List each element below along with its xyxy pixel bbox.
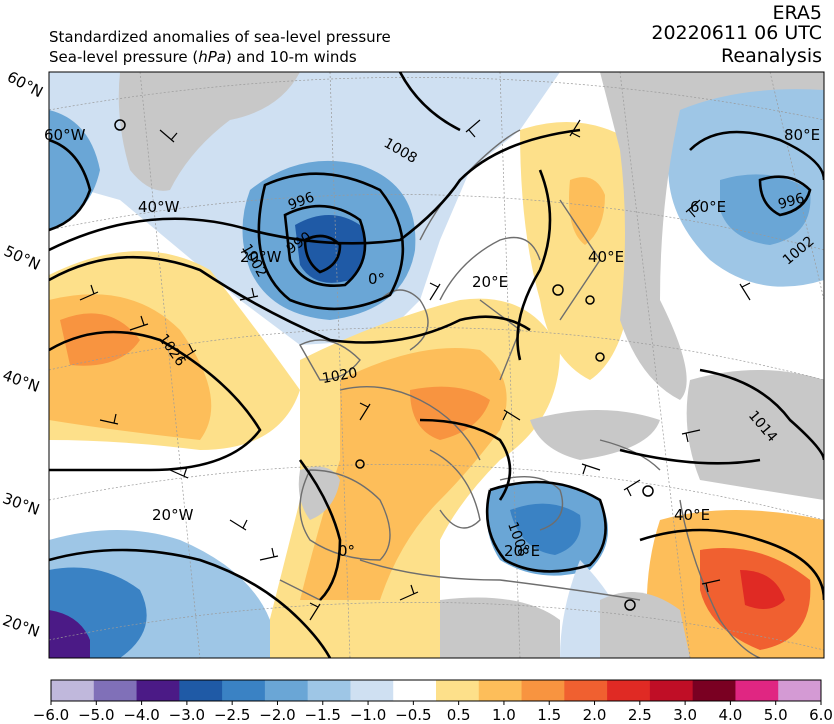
colorbar-tick-label: −1.0 xyxy=(350,706,386,724)
colorbar-cell xyxy=(478,680,523,701)
wind-barbs xyxy=(79,119,751,621)
land-turkey xyxy=(530,410,660,460)
lon-label: 0° xyxy=(368,270,385,288)
colorbar-tick-label: 3.0 xyxy=(673,706,697,724)
colorbar-cell xyxy=(264,680,309,701)
lon-label: 20°E xyxy=(472,273,508,291)
colorbar-tick-label: 1.0 xyxy=(492,706,516,724)
product-type: Reanalysis xyxy=(721,45,822,67)
data-source: ERA5 xyxy=(772,2,822,24)
colorbar-cell xyxy=(692,680,736,701)
anomaly-negative-east-core xyxy=(720,174,811,245)
lon-label: 80°E xyxy=(784,126,820,144)
colorbar-tick-label: −5.0 xyxy=(78,706,114,724)
land-iberia-north xyxy=(298,466,340,520)
colorbar-cell xyxy=(51,680,95,701)
lon-label: 40°W xyxy=(138,198,180,216)
colorbar-tick-label: −3.0 xyxy=(169,706,205,724)
lon-label: 20°W xyxy=(240,248,282,266)
colorbar-tick-label: −2.0 xyxy=(259,706,295,724)
colorbar-cell xyxy=(136,680,180,701)
longitude-labels: 60°W 40°W 20°W 0° 20°E 40°E 60°E 80°E 20… xyxy=(44,126,820,560)
colorbar-cell xyxy=(307,680,351,701)
valid-datetime: 20220611 06 UTC xyxy=(651,22,822,44)
map-title-line2: Sea-level pressure (hPa) and 10-m winds xyxy=(49,48,357,66)
colorbar-tick-label: −0.5 xyxy=(395,706,431,724)
anomaly-positive-atlantic-max xyxy=(60,313,140,366)
map-fields xyxy=(49,72,824,658)
map-frame xyxy=(48,71,825,659)
lon-label: 20°W xyxy=(152,506,194,524)
land-middle-east xyxy=(686,370,824,500)
colorbar-cells xyxy=(51,680,822,701)
colorbar-cell xyxy=(521,680,565,701)
coastlines xyxy=(279,129,761,658)
colorbar-cell xyxy=(564,680,608,701)
anomaly-positive-russia xyxy=(520,122,635,380)
land-africa-south xyxy=(440,597,560,658)
lon-label: 40°E xyxy=(674,506,710,524)
colorbar-tick-label: 2.0 xyxy=(583,706,607,724)
colorbar-tick-label: −4.0 xyxy=(123,706,159,724)
colorbar-cell xyxy=(735,680,779,701)
isobar-label: 996 xyxy=(776,190,806,212)
anomaly-positive-middle-east-max xyxy=(740,570,785,609)
land-russia xyxy=(600,72,824,400)
colorbar-cell xyxy=(393,680,437,701)
isobar-label: 1020 xyxy=(321,365,359,387)
lon-label: 60°E xyxy=(690,198,726,216)
land-arabia xyxy=(600,592,690,658)
lon-label: 60°W xyxy=(44,126,86,144)
graticule xyxy=(49,72,824,658)
colorbar-ticks: −6.0 −5.0 −4.0 −3.0 −2.5 −2.0 −1.5 −1.0 −0.5 0.5 1… xyxy=(33,701,833,724)
colorbar-cell xyxy=(778,680,822,701)
anomaly-negative-mediterranean-core xyxy=(510,503,581,555)
isobars xyxy=(49,72,824,658)
lon-label: 0° xyxy=(338,542,355,560)
colorbar-cell xyxy=(350,680,394,701)
colorbar-frame xyxy=(50,679,822,702)
map-title-line1: Standardized anomalies of sea-level pres… xyxy=(49,28,391,46)
colorbar-tick-label: 0.5 xyxy=(447,706,471,724)
lon-label: 20°E xyxy=(504,542,540,560)
colorbar-tick-label: 2.5 xyxy=(628,706,652,724)
colorbar-tick-label: −1.5 xyxy=(305,706,341,724)
colorbar-tick-label: −2.5 xyxy=(214,706,250,724)
title-line2-start: Sea-level pressure ( xyxy=(49,48,199,66)
colorbar-tick-label: 5.0 xyxy=(764,706,788,724)
colorbar-cell xyxy=(93,680,138,701)
colorbar-cell xyxy=(649,680,694,701)
colorbar-tick-label: 1.5 xyxy=(537,706,561,724)
colorbar-cell xyxy=(436,680,480,701)
colorbar-tick-label: 6.0 xyxy=(809,706,833,724)
title-unit: hPa xyxy=(198,48,226,66)
lon-label: 40°E xyxy=(588,248,624,266)
colorbar-cell xyxy=(222,680,266,701)
colorbar-cell xyxy=(179,680,223,701)
colorbar-cell xyxy=(607,680,651,701)
calm-circles xyxy=(114,119,654,611)
title-line2-end: ) and 10-m winds xyxy=(225,48,357,66)
land-greenland xyxy=(118,72,300,191)
colorbar-tick-label: 4.0 xyxy=(718,706,742,724)
colorbar-tick-label: −6.0 xyxy=(33,706,69,724)
anomaly-negative-southwest-max xyxy=(49,610,90,658)
